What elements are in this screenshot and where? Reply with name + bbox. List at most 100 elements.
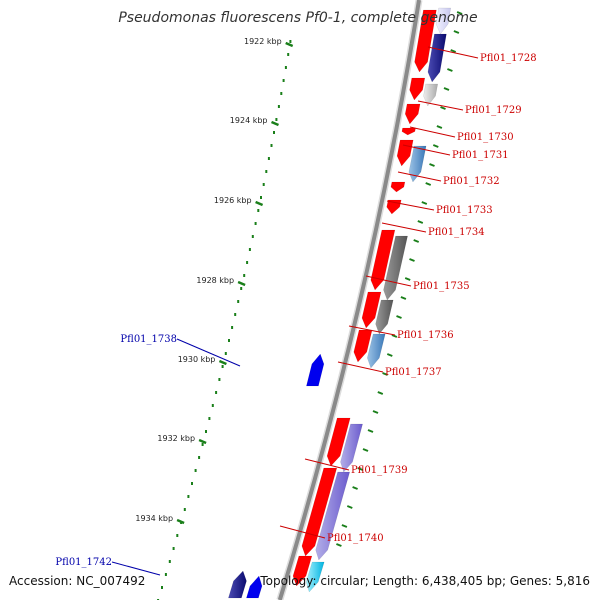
gene-category-bar xyxy=(340,423,363,473)
minor-tick xyxy=(168,560,171,563)
gene-label: Pfl01_1737 xyxy=(385,367,442,378)
minor-tick xyxy=(205,430,207,433)
minor-tick xyxy=(221,365,224,368)
outer-tick xyxy=(413,239,420,243)
gene-label: Pfl01_1742 xyxy=(55,557,112,568)
minor-tick xyxy=(267,157,270,160)
outer-tick xyxy=(341,524,348,528)
minor-tick xyxy=(234,313,237,316)
reverse-gene-arrow xyxy=(228,570,247,599)
reverse-gene-arrow xyxy=(246,575,263,599)
reverse-gene-arrow xyxy=(306,353,325,387)
minor-tick xyxy=(282,79,285,82)
outer-tick xyxy=(346,505,353,509)
label-leader-line xyxy=(348,325,396,336)
forward-gene-arrow xyxy=(292,555,313,587)
label-leader-line xyxy=(417,100,464,111)
gene-category-bar xyxy=(427,33,447,83)
minor-tick xyxy=(257,209,260,212)
forward-gene-arrow xyxy=(326,417,351,467)
minor-tick xyxy=(280,92,283,95)
major-tick xyxy=(176,518,185,525)
minor-tick xyxy=(237,300,240,303)
minor-tick xyxy=(231,326,234,329)
minor-tick xyxy=(228,339,230,342)
gene-category-bar xyxy=(367,333,386,369)
gene-category-bar xyxy=(383,235,408,301)
minor-tick xyxy=(218,378,221,381)
backbone-shadow xyxy=(276,0,423,600)
outer-tick xyxy=(432,144,439,148)
outer-tick xyxy=(443,87,450,91)
major-tick xyxy=(285,41,294,48)
label-leader-line xyxy=(304,458,350,471)
outer-tick xyxy=(429,163,435,167)
outer-tick xyxy=(386,353,393,357)
gene-label: Pfl01_1738 xyxy=(120,334,177,345)
gene-features xyxy=(228,7,451,599)
map-title: Pseudomonas fluorescens Pf0-1, complete … xyxy=(118,10,477,26)
minor-tick xyxy=(240,287,243,290)
major-tick xyxy=(218,359,227,366)
outer-tick xyxy=(400,296,407,300)
gene-category-bar xyxy=(435,7,451,35)
forward-gene-arrow xyxy=(414,9,437,73)
forward-gene-arrow xyxy=(404,103,421,125)
minor-tick xyxy=(284,66,287,69)
forward-gene-arrow xyxy=(390,181,406,193)
label-leader-line xyxy=(397,171,442,182)
minor-tick xyxy=(277,105,280,108)
outer-tick xyxy=(447,68,453,72)
major-tick xyxy=(198,438,207,445)
outer-tick xyxy=(396,315,402,319)
outer-tick xyxy=(421,201,428,205)
outer-tick xyxy=(404,277,411,281)
gene-category-bar xyxy=(408,145,427,183)
outer-tick xyxy=(453,30,460,34)
backbone-line xyxy=(277,0,421,600)
outer-tick xyxy=(382,372,388,376)
label-leader-line xyxy=(176,338,241,367)
genome-summary-text: Topology: circular; Length: 6,438,405 bp… xyxy=(260,574,590,588)
scale-ticks: 1922 kbp 1924 kbp 1926 kbp 1928 kbp 1930 kbp… xyxy=(135,11,463,600)
outer-tick xyxy=(352,486,358,490)
outer-tick xyxy=(372,410,379,414)
minor-tick xyxy=(211,404,214,407)
gene-category-bar xyxy=(423,83,439,107)
minor-tick xyxy=(194,469,197,472)
label-leader-line xyxy=(337,361,384,373)
minor-tick xyxy=(191,482,193,485)
gene-category-bar xyxy=(305,561,325,593)
outer-tick xyxy=(409,258,415,262)
outer-tick xyxy=(440,106,446,110)
minor-tick xyxy=(248,248,251,251)
minor-tick xyxy=(287,53,290,56)
gene-label: Pfl01_1735 xyxy=(413,281,470,292)
tick-label: 1926 kbp xyxy=(214,196,252,205)
minor-tick xyxy=(260,196,262,199)
tick-label: 1922 kbp xyxy=(244,37,282,46)
minor-tick xyxy=(273,131,275,134)
tick-label: 1934 kbp xyxy=(135,514,173,523)
minor-tick xyxy=(254,222,257,225)
minor-tick xyxy=(164,573,167,576)
tick-label: 1928 kbp xyxy=(196,276,234,285)
forward-gene-arrow xyxy=(409,77,426,101)
minor-tick xyxy=(262,183,265,186)
gene-label: Pfl01_1732 xyxy=(443,176,500,187)
minor-tick xyxy=(246,261,249,264)
tick-label: 1932 kbp xyxy=(157,434,195,443)
backbone xyxy=(276,0,423,600)
outer-tick xyxy=(357,467,364,471)
outer-tick xyxy=(367,429,374,433)
minor-tick xyxy=(270,144,273,147)
gene-label: Pfl01_1733 xyxy=(436,205,493,216)
gene-label: Pfl01_1730 xyxy=(457,132,514,143)
minor-tick xyxy=(289,40,292,43)
gene-label: Pfl01_1739 xyxy=(351,465,408,476)
gene-label: Pfl01_1731 xyxy=(452,150,509,161)
gene-label: Pfl01_1734 xyxy=(428,227,485,238)
forward-gene-arrow xyxy=(361,291,382,329)
label-leader-line xyxy=(386,200,435,211)
